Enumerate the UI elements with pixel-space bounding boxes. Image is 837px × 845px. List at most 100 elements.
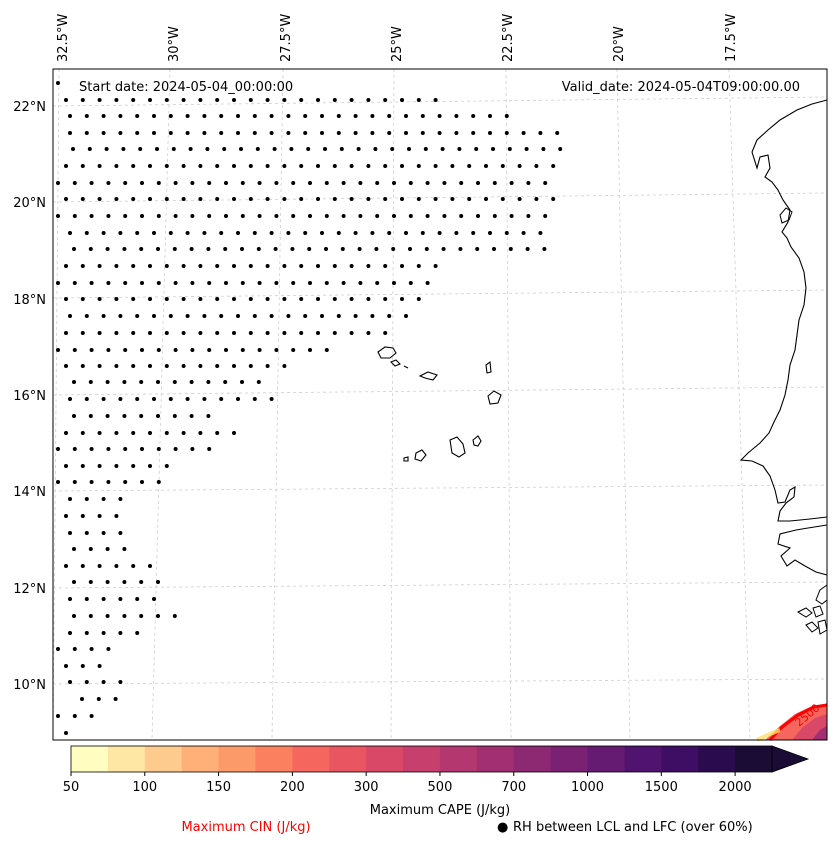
rh-dot (303, 114, 308, 118)
rh-dot (282, 297, 287, 301)
rh-dot (303, 131, 308, 135)
rh-dot (202, 231, 207, 235)
rh-dot (324, 181, 329, 185)
rh-dot (299, 331, 304, 335)
lon-label-32-5w: 32.5°W (56, 14, 71, 62)
rh-dot (64, 514, 68, 518)
rh-dot (534, 197, 539, 201)
rh-dot (84, 597, 89, 601)
lon-label-25w: 25°W (390, 26, 405, 62)
rh-dot (156, 580, 160, 584)
rh-dot (101, 231, 106, 235)
colorbar-cell (181, 746, 220, 772)
colorbar-tick-label: 1500 (645, 780, 678, 795)
colorbar-tick-label: 100 (132, 780, 157, 795)
rh-dot (101, 131, 106, 135)
rh-dot (105, 580, 110, 584)
rh-dot (164, 264, 169, 268)
rh-dot (353, 114, 358, 118)
rh-dot (416, 197, 421, 201)
rh-dot (400, 164, 404, 168)
rh-dot (551, 197, 556, 201)
rh-dot (488, 231, 492, 235)
rh-dot (131, 264, 136, 268)
rh-dot (416, 98, 421, 102)
rh-dot (370, 231, 375, 235)
rh-dot (156, 348, 161, 352)
rh-dot (156, 614, 160, 618)
rh-dot (118, 114, 123, 118)
rh-dot (324, 281, 329, 285)
rh-dot (248, 297, 253, 301)
rh-dot (198, 264, 203, 268)
rh-dot (299, 164, 304, 168)
rh-dot (324, 247, 328, 251)
rh-dot (72, 480, 77, 484)
rh-dot (491, 147, 495, 151)
rh-dot (135, 131, 140, 135)
rh-dot (223, 380, 228, 384)
colorbar-cell (513, 746, 552, 772)
rh-dot (248, 364, 253, 368)
rh-dot (114, 98, 119, 102)
colorbar-tick-label: 2000 (719, 780, 752, 795)
latitude-labels: 22°N 20°N 18°N 16°N 14°N 12°N 10°N (13, 100, 46, 693)
colorbar-ticks: 50 100 150 200 300 500 700 1000 1500 2000 (63, 772, 752, 795)
rh-dot (433, 164, 438, 168)
rh-dot (248, 164, 253, 168)
rh-dot (135, 231, 140, 235)
rh-dot (291, 181, 296, 185)
rh-dot (437, 131, 442, 135)
rh-dot (408, 181, 413, 185)
lon-label-22-5w: 22.5°W (501, 14, 516, 62)
rh-dot (224, 348, 228, 352)
rh-dot (265, 331, 270, 335)
rh-dot (269, 314, 274, 318)
rh-dot (232, 331, 236, 335)
rh-dot (375, 214, 380, 218)
rh-dot (80, 697, 84, 701)
rh-dot (543, 181, 548, 185)
colorbar-cell (735, 746, 773, 772)
rh-dot (273, 247, 278, 251)
rh-dot (320, 314, 324, 318)
rh-dot (387, 231, 392, 235)
graticule (52, 68, 828, 741)
rh-dot (308, 348, 312, 352)
rh-dot (219, 231, 224, 235)
rh-dot (164, 364, 169, 368)
colorbar-cell (107, 746, 146, 772)
rh-dot (265, 164, 270, 168)
rh-dot (366, 197, 371, 201)
rh-dot (80, 197, 85, 201)
map-frame (52, 68, 828, 741)
rh-dot (492, 214, 497, 218)
rh-dot (437, 231, 442, 235)
rh-dot (420, 231, 425, 235)
rh-dot (84, 131, 89, 135)
rh-dot (524, 147, 529, 151)
rh-dot (64, 98, 68, 102)
colorbar-cell (71, 746, 109, 772)
coast-inlet-dakhla (779, 207, 793, 224)
rh-dot (442, 181, 447, 185)
rh-dot (392, 281, 396, 285)
rh-dot (458, 247, 463, 251)
colorbar-cell (403, 746, 441, 772)
rh-dot (392, 214, 396, 218)
colorbar-tick-label: 200 (280, 780, 305, 795)
rh-dot (84, 114, 89, 118)
rh-dot (80, 297, 85, 301)
rh-dot (118, 631, 123, 635)
rh-dot (198, 431, 203, 435)
colorbar-cell (624, 746, 662, 772)
cin-legend-label: Maximum CIN (J/kg) (181, 820, 310, 835)
rh-dot (131, 98, 136, 102)
rh-dot (383, 331, 388, 335)
rh-dot (80, 664, 85, 668)
map-background (53, 69, 827, 740)
rh-dot (202, 114, 207, 118)
rh-dot (64, 664, 68, 668)
rh-dot (541, 147, 546, 151)
rh-dot (89, 281, 94, 285)
